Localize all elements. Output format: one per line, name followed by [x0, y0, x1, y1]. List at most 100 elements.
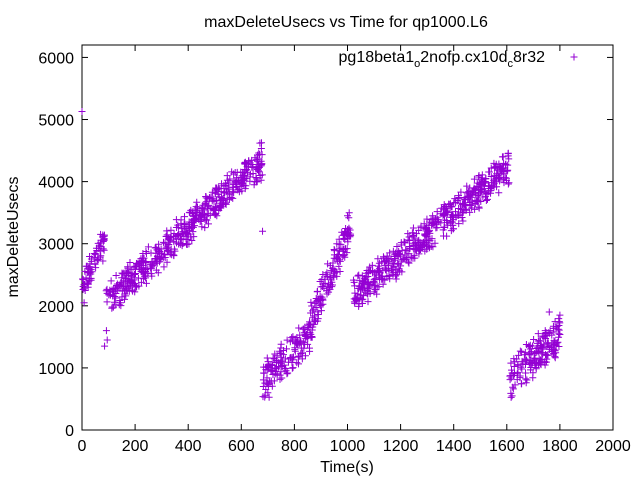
data-point	[295, 352, 303, 360]
x-tick-label: 1600	[489, 438, 525, 455]
data-point	[511, 381, 519, 389]
data-point	[532, 359, 540, 367]
data-point	[308, 332, 316, 340]
data-point	[392, 275, 400, 283]
data-point	[109, 303, 117, 311]
data-point	[85, 264, 93, 272]
data-point	[199, 206, 207, 214]
data-point	[451, 195, 459, 203]
data-point	[498, 165, 506, 173]
data-point	[141, 272, 149, 280]
data-point	[189, 223, 197, 231]
data-point	[142, 247, 150, 255]
data-point	[486, 184, 494, 192]
data-point	[471, 189, 479, 197]
data-point	[393, 242, 401, 250]
data-point	[394, 259, 402, 267]
x-tick-label: 1000	[330, 438, 366, 455]
data-point	[468, 198, 476, 206]
legend-marker	[570, 53, 578, 61]
data-point	[142, 267, 150, 275]
data-point	[110, 298, 118, 306]
data-point	[330, 247, 338, 255]
data-point	[263, 379, 271, 387]
data-point	[131, 270, 139, 278]
data-point	[211, 188, 219, 196]
data-point	[165, 241, 173, 249]
data-point	[409, 254, 417, 262]
data-point	[501, 174, 509, 182]
data-point	[128, 265, 136, 273]
data-point	[495, 189, 503, 197]
data-point	[503, 167, 511, 175]
x-axis: 0 200 400 600 800 1000 1200 1400 1600 1800 2000	[78, 45, 631, 455]
data-point	[463, 182, 471, 190]
data-point	[510, 355, 518, 363]
data-point	[80, 299, 88, 307]
legend-marker-symbol	[570, 53, 578, 61]
data-point	[475, 173, 483, 181]
data-point	[171, 247, 179, 255]
data-point	[506, 376, 514, 384]
data-point	[240, 159, 248, 167]
data-point	[462, 205, 470, 213]
data-point	[246, 173, 254, 181]
data-point	[398, 246, 406, 254]
data-point	[405, 259, 413, 267]
data-point	[530, 335, 538, 343]
data-point	[289, 364, 297, 372]
data-point	[329, 259, 337, 267]
data-point	[160, 263, 168, 271]
data-point	[529, 374, 537, 382]
data-point	[105, 291, 113, 299]
data-point	[456, 200, 464, 208]
data-point	[555, 315, 563, 323]
data-point	[121, 295, 129, 303]
data-point	[122, 292, 130, 300]
data-point	[283, 336, 291, 344]
data-point	[540, 332, 548, 340]
legend-part-2: 2nofp.cx10d	[420, 49, 507, 66]
data-point	[97, 230, 105, 238]
data-point	[118, 282, 126, 290]
data-point	[343, 229, 351, 237]
data-point	[508, 392, 516, 400]
data-point	[347, 230, 355, 238]
data-point	[133, 259, 141, 267]
data-point	[361, 288, 369, 296]
data-point	[371, 286, 379, 294]
data-point	[270, 377, 278, 385]
data-point	[189, 217, 197, 225]
data-point	[99, 257, 107, 265]
data-point	[201, 216, 209, 224]
data-point	[531, 359, 539, 367]
data-point	[78, 107, 86, 115]
data-point	[249, 164, 257, 172]
data-point	[350, 278, 358, 286]
data-point	[222, 200, 230, 208]
data-point	[499, 153, 507, 161]
data-point	[526, 341, 534, 349]
data-point	[126, 268, 134, 276]
data-point	[106, 288, 114, 296]
data-point	[92, 264, 100, 272]
data-point	[304, 334, 312, 342]
x-tick-label: 1800	[542, 438, 578, 455]
data-point	[109, 292, 117, 300]
data-point	[241, 160, 249, 168]
data-point	[504, 180, 512, 188]
data-point	[103, 298, 111, 306]
data-point	[460, 196, 468, 204]
data-point	[440, 210, 448, 218]
data-point	[283, 370, 291, 378]
data-point	[360, 292, 368, 300]
data-point	[123, 279, 131, 287]
data-point	[97, 252, 105, 260]
data-point	[505, 179, 513, 187]
data-point	[300, 338, 308, 346]
data-point	[188, 237, 196, 245]
data-point	[481, 193, 489, 201]
data-point	[422, 232, 430, 240]
data-point	[217, 202, 225, 210]
data-point	[480, 182, 488, 190]
